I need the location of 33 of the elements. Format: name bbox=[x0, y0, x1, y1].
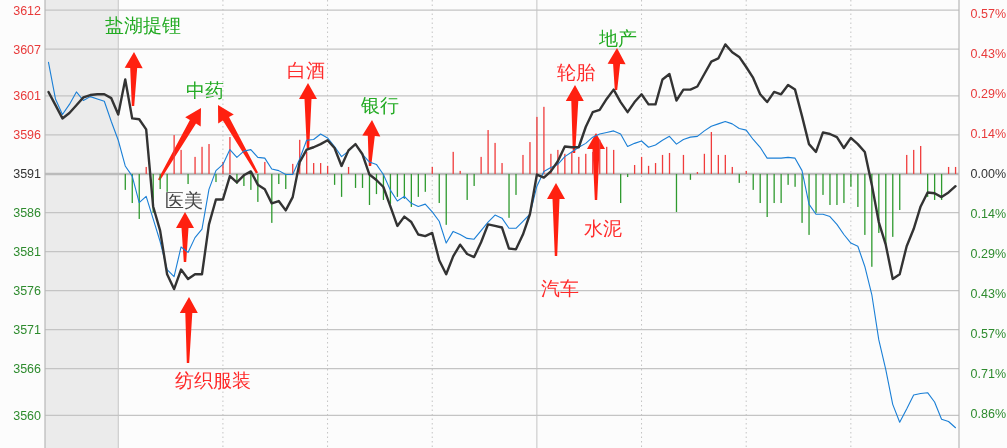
y-tick-label: 3571 bbox=[13, 323, 42, 338]
y-tick-label: 3581 bbox=[13, 245, 42, 260]
y2-tick-label: 0.43% bbox=[970, 47, 1006, 62]
y-tick-label: 3586 bbox=[13, 206, 42, 221]
y2-tick-label: 0.57% bbox=[970, 7, 1006, 22]
annotation: 盐湖提锂 bbox=[105, 14, 181, 36]
annotation: 医美 bbox=[165, 189, 203, 211]
annotation: 白酒 bbox=[287, 59, 325, 81]
y-tick-label: 3607 bbox=[13, 42, 42, 57]
annotation: 银行 bbox=[360, 94, 399, 116]
y2-tick-label: 0.14% bbox=[970, 207, 1006, 222]
y-tick-label: 3576 bbox=[13, 284, 42, 299]
annotation: 水泥 bbox=[584, 217, 622, 239]
y2-tick-label: 0.00% bbox=[970, 167, 1006, 182]
y2-tick-label: 0.43% bbox=[970, 287, 1006, 302]
annotation: 轮胎 bbox=[557, 61, 595, 83]
y-tick-label: 3601 bbox=[13, 89, 42, 104]
annotation: 地产 bbox=[598, 27, 637, 49]
annotation: 纺织服装 bbox=[175, 369, 251, 391]
y-tick-label: 3560 bbox=[13, 408, 42, 423]
y2-tick-label: 0.86% bbox=[970, 407, 1006, 422]
y-tick-label: 3612 bbox=[13, 3, 42, 18]
line-series bbox=[47, 61, 957, 429]
y2-tick-label: 0.29% bbox=[970, 247, 1006, 262]
y2-tick-label: 0.71% bbox=[970, 367, 1006, 382]
annotation: 汽车 bbox=[541, 277, 579, 299]
annotation: 中药 bbox=[186, 79, 224, 101]
y-tick-label: 3566 bbox=[13, 362, 42, 377]
y2-tick-label: 0.29% bbox=[970, 87, 1006, 102]
y-tick-label: 3591 bbox=[13, 167, 42, 182]
y2-tick-label: 0.57% bbox=[970, 327, 1006, 342]
y-tick-label: 3596 bbox=[13, 128, 42, 143]
y2-tick-label: 0.14% bbox=[970, 127, 1006, 142]
